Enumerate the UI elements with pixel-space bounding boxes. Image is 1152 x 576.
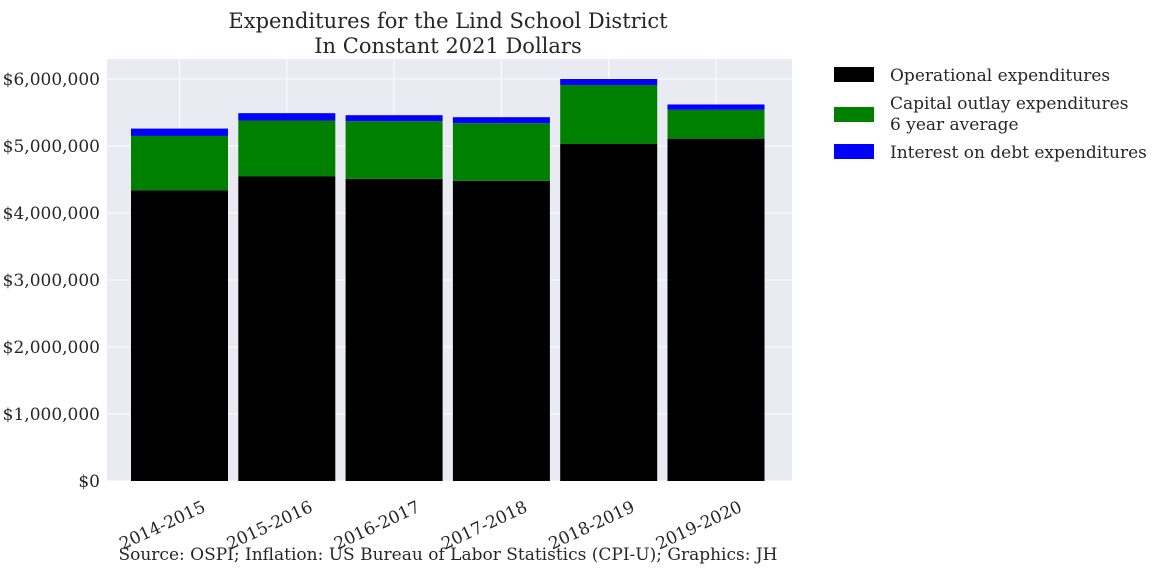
- y-tick-label: $1,000,000: [3, 405, 100, 425]
- bar-interest: [238, 113, 336, 121]
- y-tick-label: $4,000,000: [3, 204, 100, 224]
- bar-capital-outlay: [667, 109, 765, 139]
- bar-interest: [452, 117, 550, 124]
- y-axis-ticks: $0 $1,000,000 $2,000,000 $3,000,000 $4,000,0…: [3, 70, 100, 492]
- chart-title-line2: In Constant 2021 Dollars: [314, 34, 581, 58]
- bar-capital-outlay: [238, 120, 336, 177]
- legend-label-capital-outlay-line2: 6 year average: [890, 115, 1019, 135]
- bar-capital-outlay: [131, 135, 228, 191]
- legend-label-operational: Operational expenditures: [890, 66, 1110, 86]
- bar-operational: [345, 178, 443, 481]
- bar-capital-outlay: [560, 85, 658, 144]
- y-tick-label: $6,000,000: [3, 70, 100, 90]
- legend-swatch-capital-outlay: [834, 107, 874, 122]
- source-note: Source: OSPI; Inflation: US Bureau of La…: [118, 545, 777, 565]
- bar-capital-outlay: [452, 123, 550, 181]
- bar-operational: [452, 180, 550, 481]
- bar-operational: [131, 190, 228, 481]
- y-tick-label: $2,000,000: [3, 338, 100, 358]
- legend-swatch-operational: [834, 67, 874, 82]
- legend-swatch-interest: [834, 144, 874, 159]
- bar-interest: [560, 79, 658, 86]
- y-tick-label: $3,000,000: [3, 271, 100, 291]
- bar-interest: [667, 104, 765, 110]
- chart-title-line1: Expenditures for the Lind School Distric…: [228, 9, 668, 33]
- legend-label-interest: Interest on debt expenditures: [890, 143, 1147, 163]
- bar-operational: [667, 138, 765, 481]
- plot-area: [107, 59, 792, 482]
- bar-capital-outlay: [345, 121, 443, 179]
- y-tick-label: $0: [78, 472, 100, 492]
- bar-interest: [131, 128, 228, 136]
- legend: Operational expenditures Capital outlay …: [834, 66, 1147, 163]
- bar-operational: [560, 143, 658, 482]
- bars: [131, 79, 765, 482]
- legend-label-capital-outlay-line1: Capital outlay expenditures: [890, 94, 1128, 114]
- y-tick-label: $5,000,000: [3, 137, 100, 157]
- bar-interest: [345, 115, 443, 122]
- bar-operational: [238, 176, 336, 481]
